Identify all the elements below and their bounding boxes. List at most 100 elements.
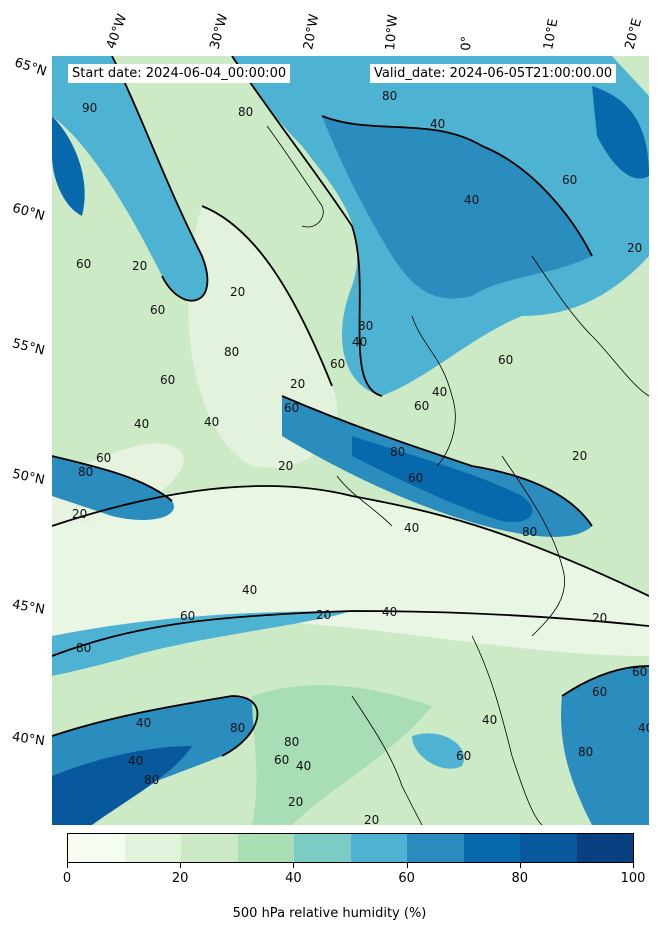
colorbar-tick-label: 20 [171, 871, 189, 886]
moist-region-southeast [561, 666, 649, 825]
colorbar-segment [350, 834, 407, 862]
contour-label: 40 [352, 335, 367, 349]
contour-label: 80 [238, 105, 253, 119]
map-frame: 80 80 40 40 60 20 20 20 60 60 60 40 40 80 20 60 20 60 80 40… [52, 56, 649, 825]
lon-label-10e: 10°E [541, 17, 562, 52]
lon-label-30w: 30°W [207, 12, 232, 51]
contour-label: 40 [136, 716, 151, 730]
colorbar-tick [406, 863, 408, 868]
colorbar-tick [633, 863, 634, 868]
colorbar-segment [237, 834, 294, 862]
colorbar-tick [293, 863, 295, 868]
contour-label: 80 [144, 773, 159, 787]
moist-band-southwest [52, 611, 352, 676]
contour-label: 20 [132, 259, 147, 273]
contour-label: 20 [592, 611, 607, 625]
moist-band-northwest [52, 56, 208, 301]
contour-label: 80 [230, 721, 245, 735]
lat-label-60n: 60°N [10, 200, 47, 225]
contour-lines [52, 56, 649, 757]
contour-label: 60 [632, 665, 647, 679]
start-date-label: Start date: 2024-06-04_00:00:00 [68, 64, 291, 83]
contour-label: 80 [76, 641, 91, 655]
contour-label: 20 [278, 459, 293, 473]
contour-label: 80 [284, 735, 299, 749]
moist-core-north [322, 116, 592, 299]
dry-region-center [188, 206, 338, 468]
moist-band-south-mid [252, 685, 432, 825]
moist-core-northwest [52, 116, 85, 216]
lon-label-40w: 40°W [103, 12, 131, 51]
colorbar-tick [180, 863, 182, 868]
contour-label: 80 [578, 745, 593, 759]
contour-label: 40 [204, 415, 219, 429]
contour-label: 20 [627, 241, 642, 255]
contour-label: 90 [82, 101, 97, 115]
contour-label: 40 [296, 759, 311, 773]
contour-label: 20 [572, 449, 587, 463]
moist-core-southwest [52, 746, 192, 825]
contour-label: 60 [330, 357, 345, 371]
lat-label-45n: 45°N [10, 597, 46, 618]
lon-label-20e: 20°E [622, 16, 646, 51]
contour-label: 20 [72, 507, 87, 521]
moist-blob-italy [412, 733, 464, 769]
dry-region-south [52, 486, 649, 656]
contour-label: 80 [390, 445, 405, 459]
colorbar-segment [181, 834, 238, 862]
lat-label-40n: 40°N [11, 729, 46, 750]
contour-label: 20 [316, 608, 331, 622]
lat-label-50n: 50°N [10, 466, 46, 489]
contour-label: 40 [242, 583, 257, 597]
contour-label: 80 [224, 345, 239, 359]
contour-label: 60 [498, 353, 513, 367]
contour-label: 60 [408, 471, 423, 485]
contour-label: 40 [482, 713, 497, 727]
contour-label: 80 [522, 525, 537, 539]
coastlines [266, 125, 649, 825]
colorbar-segment [407, 834, 464, 862]
colorbar-tick-label: 100 [620, 871, 646, 886]
colorbar [67, 833, 634, 863]
contour-label: 80 [358, 319, 373, 333]
contour-label: 20 [364, 813, 379, 825]
colorbar-segment [520, 834, 577, 862]
contour-label: 20 [290, 377, 305, 391]
moist-core-northeast [592, 86, 649, 179]
contour-label: 40 [382, 605, 397, 619]
colorbar-segment [294, 834, 351, 862]
contour-label: 60 [150, 303, 165, 317]
colorbar-segment [124, 834, 181, 862]
contour-label: 80 [382, 89, 397, 103]
moist-core-jet [352, 436, 533, 522]
lon-label-20w: 20°W [301, 13, 323, 52]
contour-label: 40 [430, 117, 445, 131]
colorbar-tick-label: 40 [285, 871, 302, 886]
colorbar-tick-label: 80 [511, 871, 529, 886]
lon-label-10w: 10°W [383, 13, 402, 51]
lat-label-55n: 55°N [10, 336, 47, 359]
colorbar-segment [576, 834, 633, 862]
contour-label: 40 [128, 754, 143, 768]
contour-label: 60 [414, 399, 429, 413]
contour-label: 60 [274, 753, 289, 767]
contour-label: 40 [432, 385, 447, 399]
moist-band-west [52, 456, 174, 521]
contour-label: 40 [464, 193, 479, 207]
contour-label: 40 [404, 521, 419, 535]
contour-label: 20 [230, 285, 245, 299]
lon-label-0: 0° [459, 35, 475, 51]
contour-label: 20 [288, 795, 303, 809]
lat-label-65n: 65°N [12, 55, 49, 80]
contour-label: 60 [160, 373, 175, 387]
contour-label: 60 [76, 257, 91, 271]
colorbar-segment [463, 834, 520, 862]
contour-label: 60 [456, 749, 471, 763]
contour-label: 40 [134, 417, 149, 431]
contour-label: 60 [284, 401, 299, 415]
colorbar-tick-label: 0 [62, 871, 72, 886]
colorbar-label: 500 hPa relative humidity (%) [232, 906, 427, 921]
contour-label: 80 [78, 465, 93, 479]
